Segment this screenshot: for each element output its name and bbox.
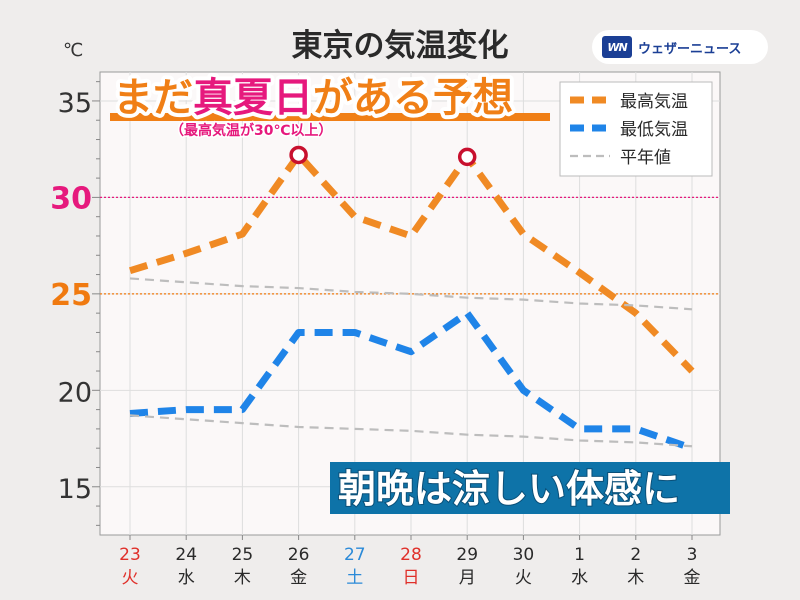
x-tick-label-date: 3 xyxy=(687,545,698,565)
x-tick-label-date: 23 xyxy=(119,545,141,565)
series-line-normal xyxy=(129,414,693,448)
y-tick-label: 25 xyxy=(50,278,92,313)
footer-banner: 朝晩は涼しい体感に xyxy=(338,467,680,511)
x-tick-label-date: 2 xyxy=(630,545,641,565)
headline-post: がある予想 xyxy=(313,75,513,121)
footer-banner-background xyxy=(330,462,730,514)
x-tick-label-date: 29 xyxy=(456,545,478,565)
x-tick-label-date: 27 xyxy=(344,545,366,565)
x-tick-label-date: 30 xyxy=(513,545,535,565)
y-tick-label: 15 xyxy=(58,474,92,505)
headline-highlight: 真夏日 xyxy=(193,75,313,121)
chart-title: 東京の気温変化 xyxy=(292,28,509,64)
legend-label: 最高気温 xyxy=(620,92,688,112)
brand-logo: WN ウェザーニュース xyxy=(592,30,768,64)
series-line-low xyxy=(129,309,694,452)
brand-name: ウェザーニュース xyxy=(638,41,742,57)
x-tick-label-weekday: 水 xyxy=(178,568,195,588)
x-tick-label-weekday: 日 xyxy=(403,568,420,588)
hot-day-marker xyxy=(289,145,308,165)
series-line-normal xyxy=(129,277,693,311)
x-tick-label-date: 28 xyxy=(400,545,422,565)
legend-label: 平年値 xyxy=(620,148,671,168)
y-tick-label: 35 xyxy=(58,88,92,119)
x-tick-label-weekday: 木 xyxy=(627,568,644,588)
x-tick-label-date: 26 xyxy=(288,545,310,565)
legend-label: 最低気温 xyxy=(620,120,688,140)
headline: まだ真夏日がある予想 xyxy=(113,75,513,121)
headline-subtext: （最高気温が30℃以上） xyxy=(170,122,332,139)
x-tick-label-weekday: 火 xyxy=(122,568,139,588)
series-line-high xyxy=(128,151,695,374)
hot-day-marker xyxy=(457,147,477,167)
y-tick-label: 20 xyxy=(58,377,92,408)
brand-mark-icon: WN xyxy=(602,36,632,58)
x-tick-label-weekday: 金 xyxy=(290,568,307,588)
y-axis-unit: ℃ xyxy=(63,40,83,61)
x-tick-label-weekday: 水 xyxy=(571,568,588,588)
x-tick-label-date: 25 xyxy=(232,545,254,565)
legend-box xyxy=(559,81,713,177)
headline-background xyxy=(110,113,550,121)
x-tick-label-weekday: 火 xyxy=(515,568,532,588)
x-tick-label-weekday: 木 xyxy=(234,568,251,588)
y-tick-label: 30 xyxy=(50,181,92,216)
headline-pre: まだ xyxy=(113,75,193,121)
x-tick-label-weekday: 金 xyxy=(684,568,701,588)
x-tick-label-weekday: 土 xyxy=(346,568,363,588)
x-tick-label-date: 1 xyxy=(574,545,585,565)
x-tick-label-weekday: 月 xyxy=(459,568,476,588)
x-tick-label-date: 24 xyxy=(175,545,197,565)
